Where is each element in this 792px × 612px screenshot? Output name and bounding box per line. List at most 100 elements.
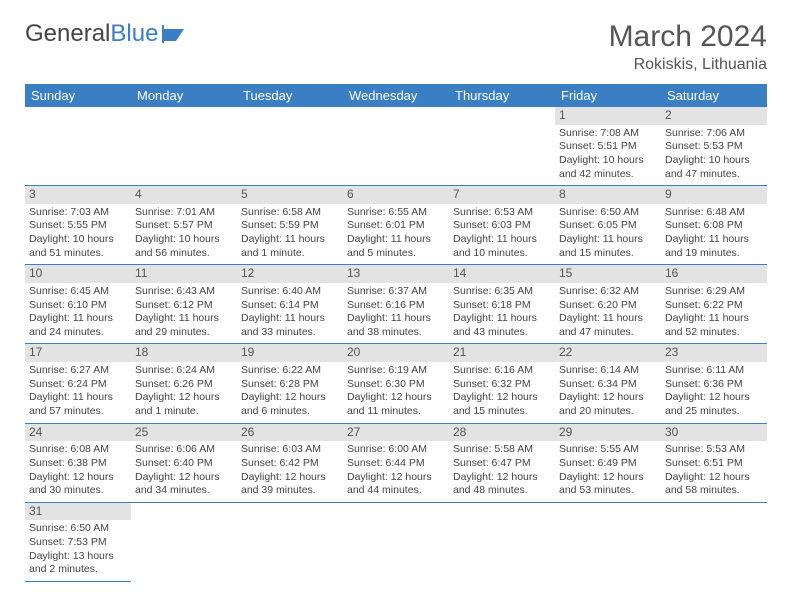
weekday-header: Saturday [661,84,767,107]
sunset-line: Sunset: 6:10 PM [29,299,127,313]
daylight-line: Daylight: 11 hours and 1 minute. [241,233,339,260]
daylight-line: Daylight: 12 hours and 39 minutes. [241,471,339,498]
calendar-day-cell: 2Sunrise: 7:06 AMSunset: 5:53 PMDaylight… [661,107,767,186]
day-number: 9 [661,186,767,204]
day-number: 17 [25,344,131,362]
calendar-day-cell: 7Sunrise: 6:53 AMSunset: 6:03 PMDaylight… [449,186,555,265]
day-number: 18 [131,344,237,362]
sunset-line: Sunset: 5:53 PM [665,140,763,154]
weekday-header: Sunday [25,84,131,107]
day-number: 14 [449,265,555,283]
sunrise-line: Sunrise: 6:32 AM [559,285,657,299]
day-number: 8 [555,186,661,204]
day-number: 11 [131,265,237,283]
day-number: 28 [449,424,555,442]
sunrise-line: Sunrise: 6:45 AM [29,285,127,299]
day-number: 26 [237,424,343,442]
sunset-line: Sunset: 5:55 PM [29,219,127,233]
day-number: 25 [131,424,237,442]
sunset-line: Sunset: 6:40 PM [135,457,233,471]
daylight-line: Daylight: 12 hours and 48 minutes. [453,471,551,498]
sunrise-line: Sunrise: 6:00 AM [347,443,445,457]
calendar-body: 1Sunrise: 7:08 AMSunset: 5:51 PMDaylight… [25,107,767,581]
sunset-line: Sunset: 6:42 PM [241,457,339,471]
calendar-empty-cell [343,107,449,186]
sunrise-line: Sunrise: 6:40 AM [241,285,339,299]
sunset-line: Sunset: 6:36 PM [665,378,763,392]
sunset-line: Sunset: 6:18 PM [453,299,551,313]
sunrise-line: Sunrise: 7:03 AM [29,206,127,220]
calendar-day-cell: 9Sunrise: 6:48 AMSunset: 6:08 PMDaylight… [661,186,767,265]
calendar-day-cell: 10 Sunrise: 6:45 AMSunset: 6:10 PMDayligh… [25,265,131,344]
daylight-line: Daylight: 11 hours and 10 minutes. [453,233,551,260]
daylight-line: Daylight: 10 hours and 51 minutes. [29,233,127,260]
day-number: 2 [661,107,767,125]
daylight-line: Daylight: 11 hours and 52 minutes. [665,312,763,339]
day-number: 16 [661,265,767,283]
sunrise-line: Sunrise: 6:43 AM [135,285,233,299]
sunset-line: Sunset: 6:16 PM [347,299,445,313]
sunrise-line: Sunrise: 6:50 AM [559,206,657,220]
calendar-day-cell: 18Sunrise: 6:24 AMSunset: 6:26 PMDayligh… [131,344,237,423]
daylight-line: Daylight: 12 hours and 6 minutes. [241,391,339,418]
daylight-line: Daylight: 12 hours and 58 minutes. [665,471,763,498]
day-number: 13 [343,265,449,283]
calendar-empty-cell [661,502,767,581]
weekday-header: Thursday [449,84,555,107]
header: GeneralBlue March 2024 Rokiskis, Lithuan… [25,20,767,74]
calendar-day-cell: 5Sunrise: 6:58 AMSunset: 5:59 PMDaylight… [237,186,343,265]
day-number: 1 [555,107,661,125]
day-number: 29 [555,424,661,442]
day-number: 30 [661,424,767,442]
calendar-table: SundayMondayTuesdayWednesdayThursdayFrid… [25,84,767,582]
daylight-line: Daylight: 11 hours and 15 minutes. [559,233,657,260]
daylight-line: Daylight: 10 hours and 42 minutes. [559,154,657,181]
calendar-day-cell: 14Sunrise: 6:35 AMSunset: 6:18 PMDayligh… [449,265,555,344]
day-number: 10 [25,265,131,283]
calendar-empty-cell [343,502,449,581]
sunset-line: Sunset: 6:01 PM [347,219,445,233]
day-number: 21 [449,344,555,362]
calendar-empty-cell [131,502,237,581]
logo-text-2: Blue [110,20,158,48]
sunset-line: Sunset: 5:51 PM [559,140,657,154]
day-number: 4 [131,186,237,204]
daylight-line: Daylight: 12 hours and 30 minutes. [29,471,127,498]
daylight-line: Daylight: 10 hours and 47 minutes. [665,154,763,181]
sunrise-line: Sunrise: 6:24 AM [135,364,233,378]
day-number: 15 [555,265,661,283]
daylight-line: Daylight: 12 hours and 34 minutes. [135,471,233,498]
sunset-line: Sunset: 6:20 PM [559,299,657,313]
calendar-row: 31Sunrise: 6:50 AMSunset: 7:53 PMDayligh… [25,502,767,581]
day-number: 23 [661,344,767,362]
calendar-day-cell: 31Sunrise: 6:50 AMSunset: 7:53 PMDayligh… [25,502,131,581]
calendar-day-cell: 1Sunrise: 7:08 AMSunset: 5:51 PMDaylight… [555,107,661,186]
day-number: 20 [343,344,449,362]
daylight-line: Daylight: 11 hours and 19 minutes. [665,233,763,260]
sunrise-line: Sunrise: 6:14 AM [559,364,657,378]
sunset-line: Sunset: 6:08 PM [665,219,763,233]
calendar-empty-cell [555,502,661,581]
daylight-line: Daylight: 12 hours and 53 minutes. [559,471,657,498]
sunset-line: Sunset: 6:12 PM [135,299,233,313]
calendar-day-cell: 25Sunrise: 6:06 AMSunset: 6:40 PMDayligh… [131,423,237,502]
weekday-header: Monday [131,84,237,107]
daylight-line: Daylight: 11 hours and 24 minutes. [29,312,127,339]
sunrise-line: Sunrise: 6:16 AM [453,364,551,378]
calendar-empty-cell [237,107,343,186]
calendar-empty-cell [449,502,555,581]
sunrise-line: Sunrise: 6:35 AM [453,285,551,299]
day-number: 3 [25,186,131,204]
weekday-header: Friday [555,84,661,107]
day-number: 7 [449,186,555,204]
sunset-line: Sunset: 6:49 PM [559,457,657,471]
sunrise-line: Sunrise: 6:08 AM [29,443,127,457]
calendar-day-cell: 30Sunrise: 5:53 AMSunset: 6:51 PMDayligh… [661,423,767,502]
logo-text-1: General [25,20,110,48]
sunset-line: Sunset: 6:03 PM [453,219,551,233]
calendar-day-cell: 26Sunrise: 6:03 AMSunset: 6:42 PMDayligh… [237,423,343,502]
title-block: March 2024 Rokiskis, Lithuania [609,20,767,74]
sunrise-line: Sunrise: 6:58 AM [241,206,339,220]
sunrise-line: Sunrise: 6:55 AM [347,206,445,220]
logo: GeneralBlue [25,20,188,48]
